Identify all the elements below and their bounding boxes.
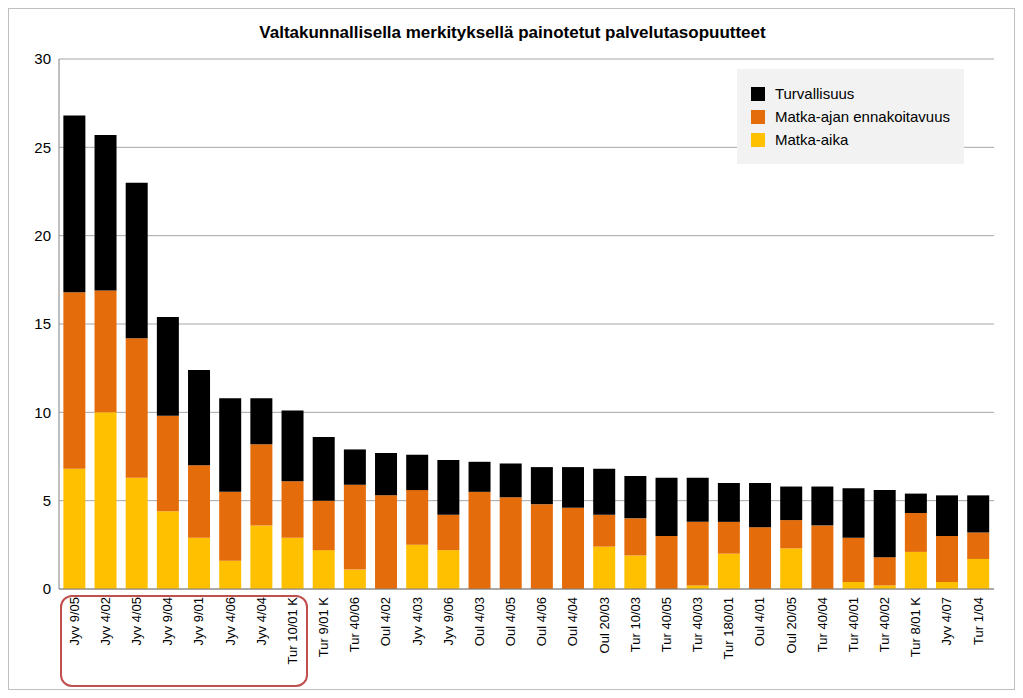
svg-text:Oul 4/03: Oul 4/03	[472, 597, 487, 646]
svg-text:Tur 40/04: Tur 40/04	[815, 597, 830, 652]
svg-text:Oul 4/01: Oul 4/01	[752, 597, 767, 646]
svg-text:Oul 4/05: Oul 4/05	[503, 597, 518, 646]
svg-text:Tur 10/03: Tur 10/03	[628, 597, 643, 652]
svg-text:10: 10	[34, 404, 51, 421]
svg-text:Jyv 4/03: Jyv 4/03	[410, 597, 425, 645]
svg-text:Oul 20/03: Oul 20/03	[597, 597, 612, 653]
svg-text:Tur 40/01: Tur 40/01	[846, 597, 861, 652]
html-text:Turvallisuus: Turvallisuus	[774, 85, 855, 102]
html-text:Matka-aika: Matka-aika	[774, 131, 849, 148]
svg-text:25: 25	[34, 139, 51, 156]
svg-text:15: 15	[34, 315, 51, 332]
svg-text:Oul 20/05: Oul 20/05	[784, 597, 799, 653]
svg-text:Tur 1/04: Tur 1/04	[971, 597, 986, 645]
svg-text:Tur 40/05: Tur 40/05	[659, 597, 674, 652]
svg-text:Jyv 9/05: Jyv 9/05	[67, 597, 82, 645]
svg-text:5: 5	[43, 492, 51, 509]
svg-text:Tur 10/01 K: Tur 10/01 K	[285, 597, 300, 665]
svg-text:Jyv 4/07: Jyv 4/07	[939, 597, 954, 645]
svg-text:30: 30	[34, 50, 51, 67]
svg-text:Jyv 9/01: Jyv 9/01	[191, 597, 206, 645]
svg-text:Jyv 4/02: Jyv 4/02	[98, 597, 113, 645]
svg-text:Tur 180/01: Tur 180/01	[721, 597, 736, 659]
svg-text:Jyv 4/06: Jyv 4/06	[223, 597, 238, 645]
html-text:Matka-ajan ennakoitavuus: Matka-ajan ennakoitavuus	[774, 108, 950, 125]
svg-text:Tur 40/06: Tur 40/06	[347, 597, 362, 652]
svg-text:Tur 8/01 K: Tur 8/01 K	[908, 597, 923, 658]
svg-text:Oul 4/04: Oul 4/04	[565, 597, 580, 646]
svg-text:Jyv 4/04: Jyv 4/04	[254, 597, 269, 645]
svg-text:Tur 40/03: Tur 40/03	[690, 597, 705, 652]
svg-text:Oul 4/02: Oul 4/02	[378, 597, 393, 646]
svg-text:Jyv 9/06: Jyv 9/06	[441, 597, 456, 645]
svg-text:Tur 9/01 K: Tur 9/01 K	[316, 597, 331, 658]
html-text:Valtakunnallisella merkityksel: Valtakunnallisella merkityksellä painote…	[259, 23, 766, 42]
svg-text:Tur 40/02: Tur 40/02	[877, 597, 892, 652]
svg-text:Jyv 9/04: Jyv 9/04	[160, 597, 175, 645]
svg-text:20: 20	[34, 227, 51, 244]
svg-text:Jyv 4/05: Jyv 4/05	[129, 597, 144, 645]
svg-text:Oul 4/06: Oul 4/06	[534, 597, 549, 646]
svg-text:0: 0	[43, 580, 51, 597]
